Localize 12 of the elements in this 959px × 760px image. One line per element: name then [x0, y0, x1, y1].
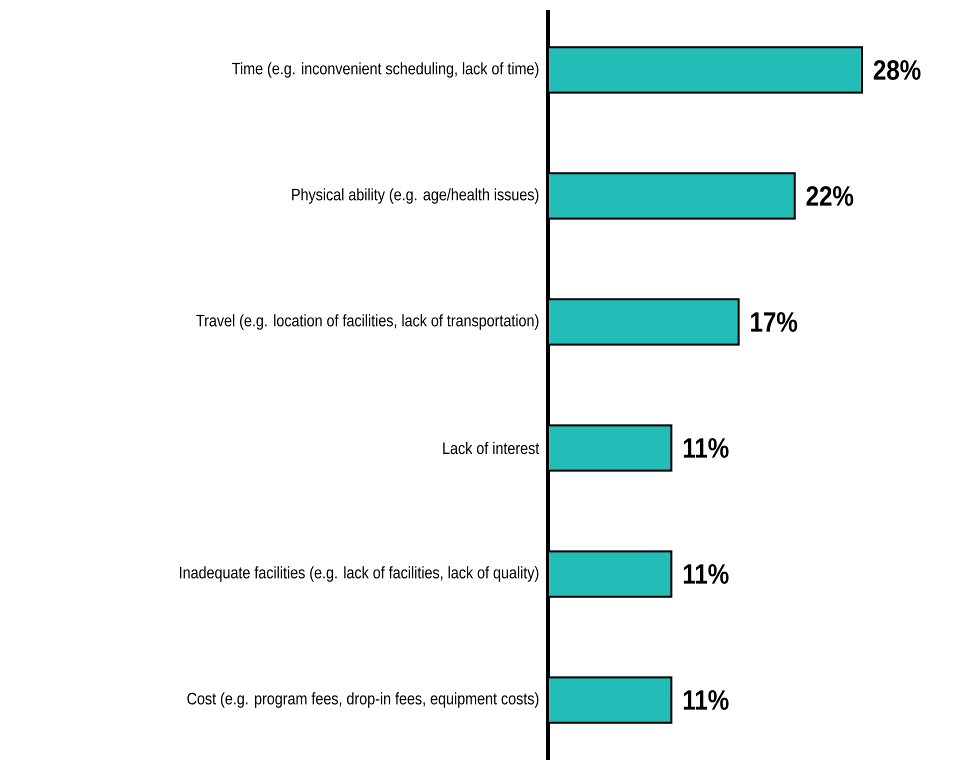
- y-tick-label: Lack of interest: [443, 442, 540, 454]
- y-tick-label: Cost (e.g. program fees, drop-in fees, equipment costs): [187, 692, 538, 708]
- data-label: 11%: [684, 690, 729, 710]
- data-label: 11%: [684, 564, 729, 584]
- y-tick-label: Physical ability (e.g. age/health issues): [292, 188, 538, 204]
- data-label: 22%: [806, 186, 854, 206]
- y-tick-label: Inadequate facilities (e.g. lack of facilities, lack of quality): [180, 566, 538, 582]
- data-label: 11%: [684, 438, 729, 458]
- y-tick-label: Time (e.g. inconvenient scheduling, lack of time): [232, 62, 538, 78]
- data-label: 28%: [874, 60, 921, 80]
- y-tick-label: Travel (e.g. location of facilities, lack of transportation): [196, 314, 538, 330]
- data-label: 17%: [751, 312, 798, 332]
